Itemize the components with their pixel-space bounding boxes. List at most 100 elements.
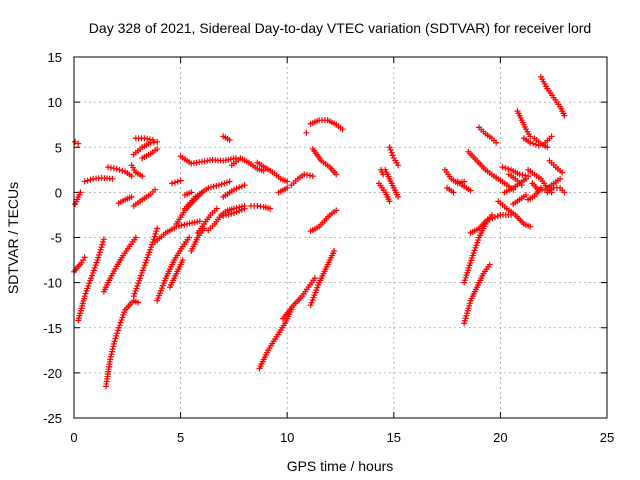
data-point: [207, 184, 214, 191]
data-point: [527, 133, 534, 140]
plot-frame: [73, 56, 608, 419]
data-point: [186, 234, 193, 241]
data-point: [218, 181, 225, 188]
data-point: [544, 144, 551, 151]
data-point: [499, 164, 506, 171]
data-point: [333, 207, 340, 214]
series-arc-42: [386, 144, 402, 169]
y-tick-label: -15: [43, 321, 62, 336]
data-point: [100, 236, 107, 243]
data-point: [210, 183, 217, 190]
data-point: [309, 173, 316, 180]
x-tick-label: 5: [177, 430, 184, 445]
data-point: [306, 172, 313, 179]
series-arc-35: [279, 275, 318, 322]
data-point: [213, 205, 220, 212]
data-point: [522, 192, 529, 199]
data-point: [154, 146, 161, 153]
series-arc-60: [514, 108, 534, 140]
series-arc-21: [181, 189, 195, 199]
series-arc-10: [128, 162, 146, 180]
data-point: [486, 261, 493, 268]
data-point: [110, 165, 117, 172]
data-point: [141, 135, 148, 142]
data-point: [537, 184, 544, 191]
series-arc-61: [520, 135, 542, 149]
data-point: [84, 177, 91, 184]
data-point: [77, 189, 84, 196]
data-point: [527, 139, 534, 146]
data-point: [386, 198, 393, 205]
data-point: [241, 205, 248, 212]
data-point: [548, 133, 555, 140]
series-arc-22: [181, 178, 233, 212]
data-point: [388, 149, 395, 156]
data-point: [215, 182, 222, 189]
data-point: [238, 183, 245, 190]
series-arc-55: [495, 198, 534, 230]
data-point: [114, 330, 121, 337]
series-arc-20: [169, 177, 184, 187]
data-point: [559, 169, 566, 176]
data-point: [557, 175, 564, 182]
data-point: [181, 221, 188, 228]
data-point: [107, 164, 114, 171]
data-point: [389, 152, 396, 159]
x-tick-label: 10: [280, 430, 294, 445]
series-arc-17: [152, 218, 203, 246]
data-point: [284, 184, 291, 191]
data-point: [226, 178, 233, 185]
data-point: [241, 182, 248, 189]
data-point: [149, 137, 156, 144]
series-arc-18: [166, 257, 186, 291]
series-arc-69: [544, 184, 568, 196]
y-tick-label: 10: [48, 95, 62, 110]
data-point: [188, 189, 195, 196]
data-point: [139, 173, 146, 180]
data-point: [230, 186, 237, 193]
series-arc-15: [139, 146, 161, 162]
series-arc-14: [132, 135, 156, 144]
data-point: [128, 173, 135, 180]
data-point: [196, 218, 203, 225]
data-point: [387, 146, 394, 153]
data-point: [81, 178, 88, 185]
series-arc-38: [307, 207, 340, 235]
series-arc-37: [288, 171, 316, 189]
series-arc-25: [194, 205, 220, 236]
series-arc-59: [510, 192, 529, 208]
data-point: [223, 179, 230, 186]
data-point: [128, 193, 135, 200]
series-arc-66: [542, 133, 555, 146]
x-tick-label: 0: [70, 430, 77, 445]
y-axis-label: SDTVAR / TECUs: [5, 182, 21, 294]
data-point: [112, 335, 119, 342]
data-point: [236, 184, 243, 191]
data-point: [228, 210, 235, 217]
data-point: [154, 225, 161, 232]
x-axis-label: GPS time / hours: [287, 458, 394, 474]
data-point: [111, 338, 118, 345]
series-arc-40: [307, 117, 346, 133]
series-arc-27: [220, 182, 248, 200]
series-arc-11: [130, 225, 161, 300]
series-arc-16: [154, 234, 193, 304]
y-tick-label: -10: [43, 276, 62, 291]
data-point: [522, 172, 529, 179]
series-arc-2: [75, 236, 107, 324]
data-point: [518, 182, 525, 189]
data-point: [114, 327, 121, 334]
data-point: [304, 171, 311, 178]
data-point: [178, 222, 185, 229]
series-arc-43: [375, 180, 393, 205]
data-point: [230, 210, 237, 217]
series-arc-67: [546, 157, 566, 176]
data-point: [333, 171, 340, 178]
data-point: [489, 215, 496, 222]
grid-layer: [74, 57, 607, 418]
data-point: [467, 187, 474, 194]
x-tick-label: 25: [600, 430, 614, 445]
data-point: [502, 165, 509, 172]
series-arc-52: [467, 216, 491, 236]
